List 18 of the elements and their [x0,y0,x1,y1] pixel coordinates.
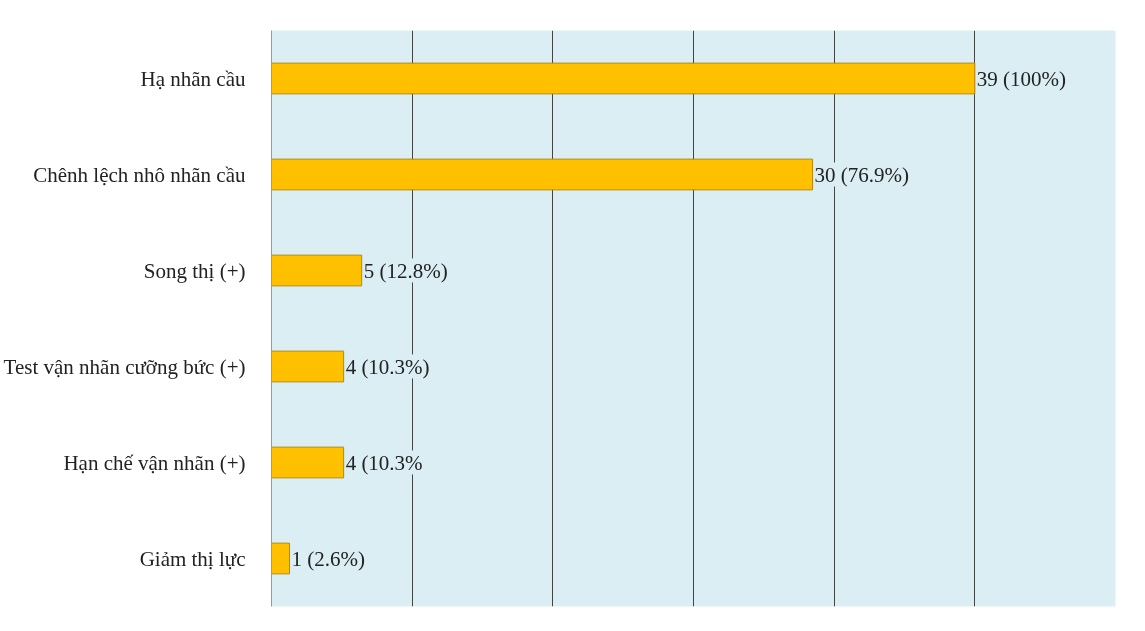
bar [271,446,345,479]
y-tick-label: Hạn chế vận nhãn (+) [63,450,246,475]
data-label: 4 (10.3%) [345,354,430,379]
bar [271,254,363,287]
y-tick-label: Chênh lệch nhô nhãn cầu [33,162,246,187]
data-label: 30 (76.9%) [814,162,910,187]
bar [271,158,814,191]
y-tick-label: Giảm thị lực [139,546,246,571]
bar [271,62,976,95]
data-label: 5 (12.8%) [363,258,448,283]
bar [271,542,291,575]
y-tick-label: Song thị (+) [143,258,246,283]
y-tick-label: Hạ nhãn cầu [140,66,246,91]
bar [271,350,345,383]
data-label: 4 (10.3% [345,450,423,475]
y-tick-label: Test vận nhãn cưỡng bức (+) [3,354,246,379]
data-label: 39 (100%) [976,66,1067,91]
data-label: 1 (2.6%) [291,546,366,571]
